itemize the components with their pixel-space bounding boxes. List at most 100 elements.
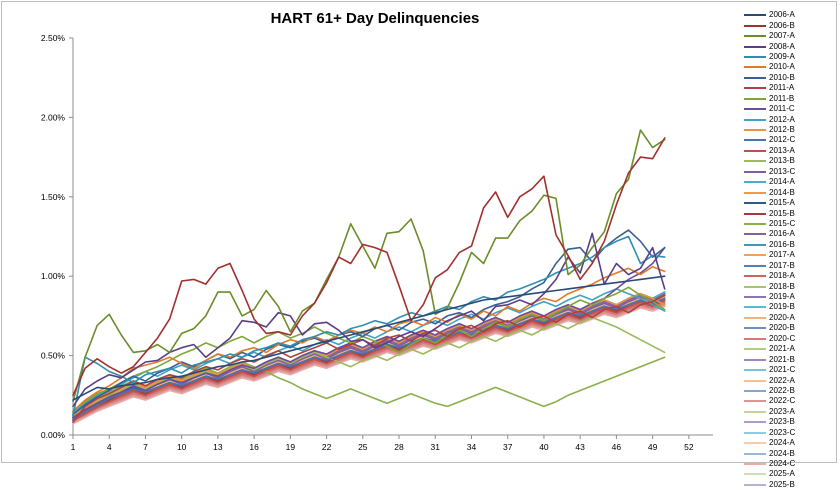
- legend-label: 2012-B: [769, 125, 795, 135]
- plot-area: 0.00% 0.50% 1.00% 1.50% 2.00% 2.50% 1 4 7 10 13 16 1…: [41, 33, 713, 452]
- series-line-2024-c: [72, 305, 666, 425]
- x-tick-label: 28: [394, 442, 404, 452]
- legend-label: 2016-A: [769, 229, 795, 239]
- legend-label: 2017-B: [769, 260, 795, 270]
- legend-item: 2017-A: [744, 250, 795, 260]
- legend-label: 2020-A: [769, 312, 795, 322]
- legend-swatch: [744, 348, 766, 351]
- legend-label: 2019-B: [769, 302, 795, 312]
- legend-swatch: [744, 483, 766, 486]
- legend-swatch: [744, 358, 766, 361]
- legend-swatch: [744, 327, 766, 330]
- legend-label: 2010-B: [769, 72, 795, 82]
- legend-item: 2010-B: [744, 73, 795, 83]
- legend-label: 2023-B: [769, 417, 795, 427]
- legend-item: 2013-B: [744, 156, 795, 166]
- x-tick-label: 34: [467, 442, 477, 452]
- legend-label: 2020-C: [769, 333, 796, 343]
- legend-swatch: [744, 306, 766, 309]
- legend-swatch: [744, 275, 766, 278]
- legend-label: 2014-B: [769, 187, 795, 197]
- legend-label: 2013-A: [769, 145, 795, 155]
- legend-swatch: [744, 254, 766, 257]
- series-line-2006-b: [72, 137, 666, 397]
- legend-label: 2022-C: [769, 396, 796, 406]
- legend-item: 2016-B: [744, 240, 795, 250]
- legend-swatch: [744, 379, 766, 382]
- legend-swatch: [744, 139, 766, 142]
- legend-swatch: [744, 202, 766, 205]
- legend-swatch: [744, 285, 766, 288]
- legend-item: 2020-A: [744, 313, 795, 323]
- legend-item: 2015-A: [744, 198, 795, 208]
- legend-swatch: [744, 149, 766, 152]
- legend-item: 2022-A: [744, 375, 795, 385]
- legend-item: 2014-B: [744, 187, 795, 197]
- y-tick-label: 2.00%: [41, 112, 66, 122]
- y-tick-label: 0.50%: [41, 351, 66, 361]
- x-tick-label: 1: [71, 442, 76, 452]
- x-tick-label: 22: [322, 442, 332, 452]
- legend-label: 2025-B: [769, 479, 795, 489]
- chart-frame: [1, 1, 837, 463]
- x-tick-label: 10: [177, 442, 187, 452]
- x-tick-label: 37: [503, 442, 513, 452]
- legend-item: 2007-A: [744, 31, 795, 41]
- y-tick-label: 2.50%: [41, 33, 66, 43]
- legend-label: 2025-A: [769, 469, 795, 479]
- legend-item: 2012-C: [744, 135, 795, 145]
- legend-item: 2021-B: [744, 354, 795, 364]
- legend-swatch: [744, 108, 766, 111]
- legend-swatch: [744, 233, 766, 236]
- legend-swatch: [744, 369, 766, 372]
- legend-swatch: [744, 97, 766, 100]
- legend-item: 2024-A: [744, 438, 795, 448]
- x-tick-label: 43: [575, 442, 585, 452]
- legend-swatch: [744, 66, 766, 69]
- x-tick-label: 19: [286, 442, 296, 452]
- legend-swatch: [744, 389, 766, 392]
- legend-item: 2025-B: [744, 480, 795, 490]
- series-line-2009-a: [72, 235, 666, 417]
- x-tick-label: 40: [539, 442, 549, 452]
- legend-swatch: [744, 222, 766, 225]
- legend-swatch: [744, 421, 766, 424]
- legend-swatch: [744, 410, 766, 413]
- legend-swatch: [744, 243, 766, 246]
- legend-item: 2023-C: [744, 428, 795, 438]
- legend-item: 2023-B: [744, 417, 795, 427]
- legend-label: 2023-C: [769, 427, 796, 437]
- legend-swatch: [744, 442, 766, 445]
- legend-label: 2018-A: [769, 271, 795, 281]
- legend-label: 2011-A: [769, 83, 795, 93]
- legend-swatch: [744, 76, 766, 79]
- legend-label: 2010-A: [769, 62, 795, 72]
- legend-label: 2011-B: [769, 93, 795, 103]
- legend-item: 2013-C: [744, 167, 795, 177]
- legend-item: 2025-A: [744, 469, 795, 479]
- legend-swatch: [744, 473, 766, 476]
- legend-swatch: [744, 170, 766, 173]
- x-tick-label: 46: [612, 442, 622, 452]
- legend-label: 2013-B: [769, 156, 795, 166]
- legend-label: 2021-A: [769, 344, 795, 354]
- legend-item: 2017-B: [744, 261, 795, 271]
- series-line-2011-b: [72, 286, 666, 413]
- series-line-2020-c: [72, 302, 666, 422]
- legend-swatch: [744, 35, 766, 38]
- legend-item: 2006-A: [744, 10, 795, 20]
- legend-item: 2016-A: [744, 229, 795, 239]
- legend-label: 2024-B: [769, 448, 795, 458]
- x-tick-label: 25: [358, 442, 368, 452]
- legend-item: 2020-B: [744, 323, 795, 333]
- legend-item: 2021-C: [744, 365, 795, 375]
- legend-label: 2013-C: [769, 166, 796, 176]
- axes: [69, 37, 713, 439]
- legend-label: 2021-B: [769, 354, 795, 364]
- legend-swatch: [744, 181, 766, 184]
- legend-swatch: [744, 337, 766, 340]
- series-lines: [72, 129, 666, 425]
- legend-swatch: [744, 45, 766, 48]
- legend: 2006-A 2006-B 2007-A 2008-A 2009-A 2010-A 2010…: [744, 10, 795, 490]
- y-tick-label: 0.00%: [41, 430, 66, 440]
